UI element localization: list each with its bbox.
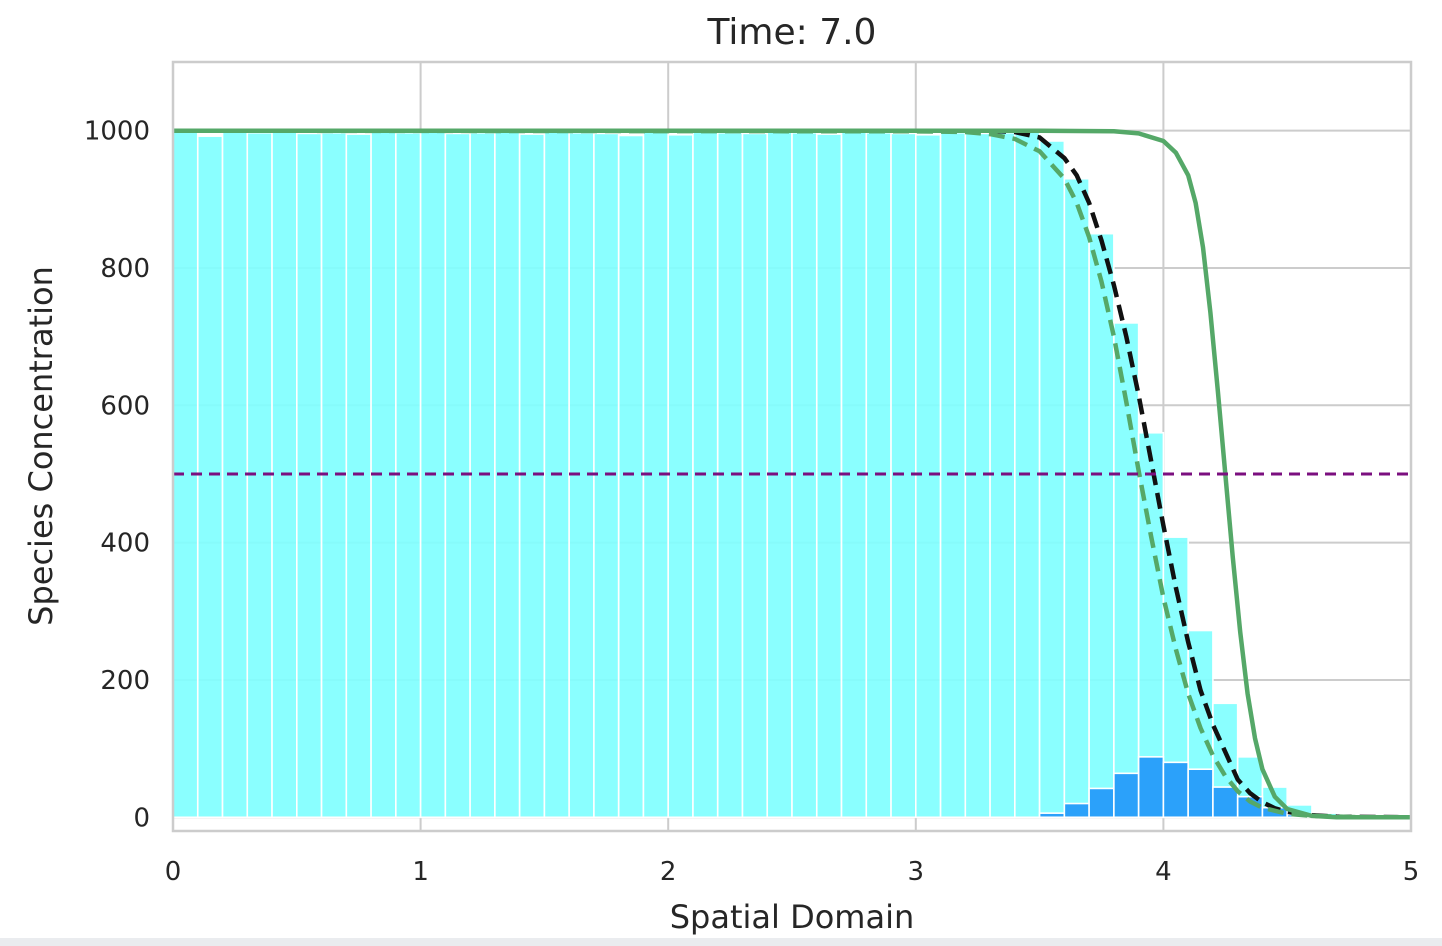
curve-line-2 — [172, 128, 1411, 820]
bar-series-2 — [1162, 761, 1189, 819]
bar-series-1 — [196, 135, 224, 819]
chart-title: Time: 7.0 — [707, 12, 877, 53]
x-tick-label: 2 — [660, 857, 677, 887]
bar-series-1 — [345, 133, 372, 819]
bar-series-2 — [1113, 772, 1140, 819]
bar-series-1 — [1088, 232, 1115, 819]
plot-frame — [171, 60, 1413, 833]
x-tick-label: 1 — [412, 857, 429, 887]
bar-series-2 — [1187, 768, 1214, 819]
y-tick-label: 1000 — [84, 117, 150, 147]
x-tick-label: 0 — [165, 857, 182, 887]
y-axis-label: Species Concentration — [22, 266, 60, 626]
bar-series-1 — [815, 133, 843, 819]
bottom-strip — [0, 938, 1442, 946]
curve-line-1 — [989, 128, 1412, 820]
bar-series-1 — [667, 133, 694, 819]
bar-series-2 — [1212, 786, 1239, 819]
y-tick-label: 0 — [133, 803, 150, 833]
bar-series-1 — [914, 133, 942, 819]
y-tick-label: 200 — [100, 666, 150, 696]
bar-series-2 — [1088, 787, 1115, 819]
bar-series-1 — [518, 133, 546, 819]
curve-lines — [172, 128, 1412, 820]
bar-series-2 — [1063, 802, 1090, 819]
bar-series-1 — [1063, 177, 1090, 819]
x-tick-label: 3 — [908, 857, 925, 887]
bar-series-1 — [617, 134, 645, 819]
y-tick-label: 800 — [100, 254, 150, 284]
y-tick-label: 600 — [100, 391, 150, 421]
bar-series-2 — [1038, 812, 1066, 819]
x-tick-label: 4 — [1155, 857, 1172, 887]
curve-line-3 — [173, 128, 1411, 820]
bar-series-1 — [1038, 140, 1066, 819]
tick-labels: 0 1 2 3 4 5 0 200 400 600 800 1000 — [84, 117, 1419, 887]
x-axis-label: Spatial Domain — [670, 898, 915, 936]
bar-series-2 — [1137, 756, 1165, 819]
y-tick-label: 400 — [100, 529, 150, 559]
x-tick-label: 5 — [1403, 857, 1420, 887]
